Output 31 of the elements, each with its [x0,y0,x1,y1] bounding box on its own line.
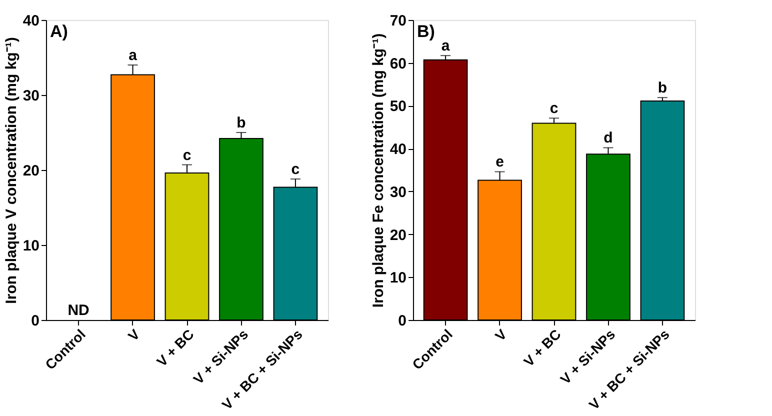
annotation: c [182,146,192,164]
annotation: a [128,47,138,64]
y-tick-label: 60 [390,55,406,72]
annotation: e [496,154,504,171]
y-tick-label: 50 [390,98,406,116]
annotation: B) [417,22,435,41]
y-tick-label: 0 [31,312,40,330]
x-tick-label: V [124,326,144,344]
x-tick-label: V + BC [520,326,564,370]
y-axis-title: Iron plaque V concentration (mg kg⁻¹) [2,37,20,304]
annotation: c [291,161,300,178]
y-tick-label: 0 [398,312,406,330]
y-tick-label: 70 [390,12,406,30]
annotation: b [236,114,246,132]
y-tick-label: 30 [390,184,406,201]
x-tick-label: V [492,326,510,344]
y-tick-label: 10 [390,270,406,287]
y-axis-title: Iron plaque Fe concentration (mg kg⁻¹) [370,33,387,308]
annotation: d [604,130,613,147]
annotation: A) [50,22,68,41]
annotation: c [550,100,558,118]
annotation: a [441,38,450,55]
y-tick-label: 40 [22,12,40,30]
y-tick-label: 40 [390,141,406,158]
y-tick-label: 20 [390,226,406,244]
annotation: b [658,80,668,97]
y-tick-label: 20 [22,162,40,180]
y-tick-label: 10 [22,238,40,254]
x-tick-label: V + BC [153,326,197,370]
y-tick-label: 30 [22,88,40,104]
annotation: ND [68,302,90,319]
